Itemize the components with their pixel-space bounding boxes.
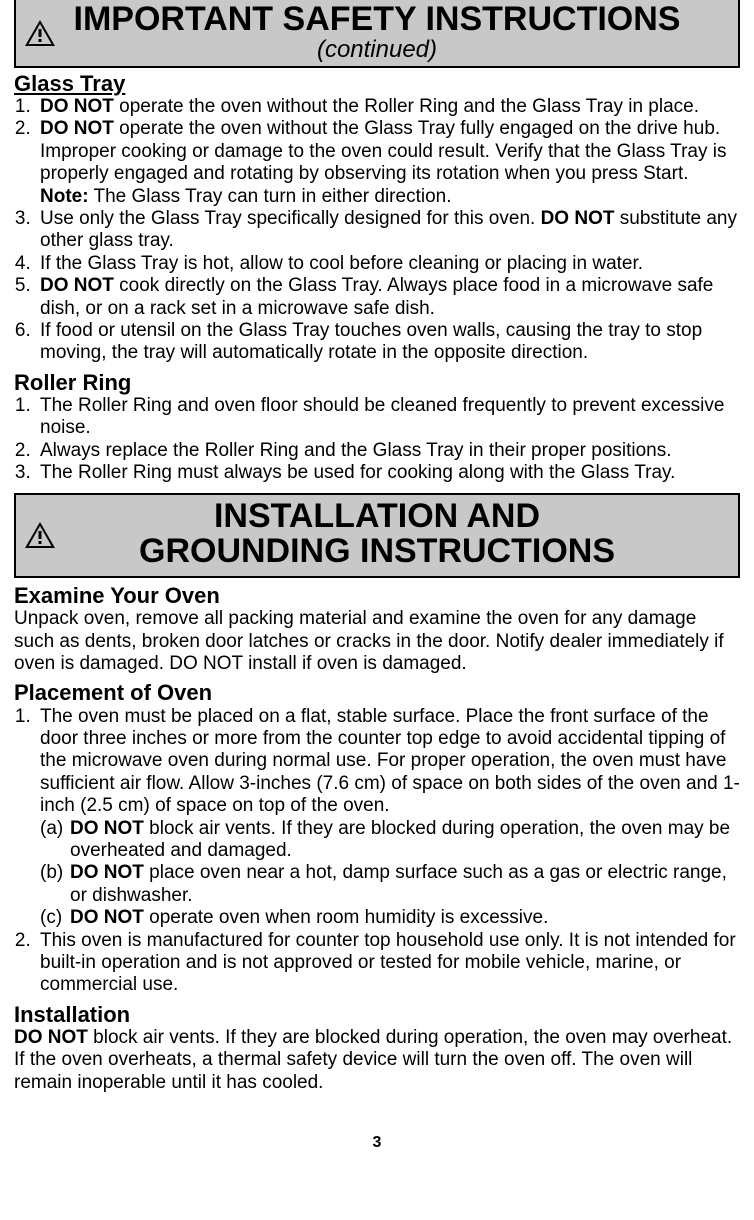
page-number: 3 [14,1134,740,1152]
roller-ring-list: The Roller Ring and oven floor should be… [14,395,740,485]
banner-subtitle: (continued) [24,38,730,62]
placement-heading: Placement of Oven [14,681,740,705]
glass-tray-list: DO NOT operate the oven without the Roll… [14,96,740,365]
examine-heading: Examine Your Oven [14,584,740,608]
safety-instructions-banner: IMPORTANT SAFETY INSTRUCTIONS (continued… [14,0,740,68]
list-item: DO NOT operate the oven without the Glas… [36,118,740,208]
list-item: If food or utensil on the Glass Tray tou… [36,320,740,365]
banner-title-line2: GROUNDING INSTRUCTIONS [24,534,730,570]
list-item: Always replace the Roller Ring and the G… [36,440,740,462]
installation-text: DO NOT block air vents. If they are bloc… [14,1027,740,1094]
list-item: DO NOT operate the oven without the Roll… [36,96,740,118]
placement-sublist: (a) DO NOT block air vents. If they are … [40,818,740,930]
sublist-item: (b) DO NOT place oven near a hot, damp s… [40,862,740,907]
list-item: If the Glass Tray is hot, allow to cool … [36,253,740,275]
warning-icon [24,521,56,549]
installation-banner: INSTALLATION AND GROUNDING INSTRUCTIONS [14,493,740,578]
banner-title-line1: INSTALLATION AND [24,499,730,535]
placement-list: The oven must be placed on a flat, stabl… [14,706,740,997]
banner-title: IMPORTANT SAFETY INSTRUCTIONS [24,2,730,38]
installation-heading: Installation [14,1003,740,1027]
sublist-item: (c) DO NOT operate oven when room humidi… [40,907,740,929]
list-item: DO NOT cook directly on the Glass Tray. … [36,275,740,320]
examine-text: Unpack oven, remove all packing material… [14,608,740,675]
list-item: Use only the Glass Tray specifically des… [36,208,740,253]
list-item: The Roller Ring must always be used for … [36,462,740,484]
list-item: The oven must be placed on a flat, stabl… [36,706,740,930]
roller-ring-heading: Roller Ring [14,371,740,395]
warning-icon [24,19,56,47]
list-item: The Roller Ring and oven floor should be… [36,395,740,440]
list-item: This oven is manufactured for counter to… [36,930,740,997]
glass-tray-heading: Glass Tray [14,72,740,96]
sublist-item: (a) DO NOT block air vents. If they are … [40,818,740,863]
